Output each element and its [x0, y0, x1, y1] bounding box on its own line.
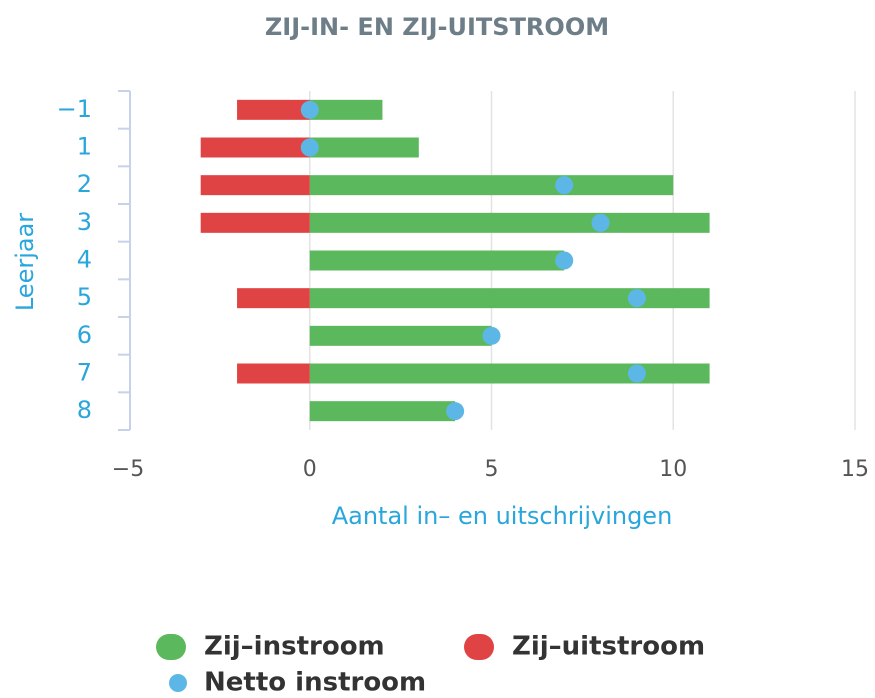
point: [627, 364, 646, 383]
point: [555, 251, 574, 270]
bar: [309, 137, 419, 158]
legend-marker: [169, 674, 187, 692]
point: [482, 326, 501, 345]
x-tick-label: 15: [841, 457, 869, 482]
bar: [237, 99, 310, 120]
x-tick-label: −5: [112, 457, 144, 482]
bar: [309, 363, 710, 384]
chart-title: ZIJ-IN- EN ZIJ-UITSTROOM: [265, 13, 609, 41]
bar: [309, 401, 456, 422]
y-tick-label: 2: [77, 170, 92, 198]
y-tick-label: 7: [77, 359, 92, 387]
y-tick-label: 8: [77, 396, 92, 424]
y-tick-label: 1: [77, 133, 92, 161]
bar: [309, 288, 710, 309]
x-tick-label: 5: [485, 457, 499, 482]
y-tick-label: 3: [77, 208, 92, 236]
y-tick-label: 4: [77, 246, 92, 274]
bar: [309, 175, 674, 196]
y-tick-label: 6: [77, 321, 92, 349]
bar: [237, 288, 310, 309]
x-tick-label: 10: [659, 457, 687, 482]
point: [446, 402, 465, 421]
y-tick-label: −1: [57, 95, 92, 123]
bar: [200, 175, 310, 196]
y-axis-label: Leerjaar: [11, 213, 39, 311]
bar: [309, 212, 710, 233]
bar: [309, 325, 492, 346]
legend-marker: [464, 634, 494, 660]
legend-label: Netto instroom: [204, 668, 426, 698]
bar: [237, 363, 310, 384]
legend-label: Zij–uitstroom: [512, 632, 705, 662]
bar: [200, 137, 310, 158]
x-axis-label: Aantal in– en uitschrijvingen: [332, 502, 673, 530]
point: [555, 176, 574, 195]
point: [627, 289, 646, 308]
point: [591, 213, 610, 232]
x-tick-label: 0: [303, 457, 317, 482]
legend-marker: [156, 634, 186, 660]
point: [300, 138, 319, 157]
legend-label: Zij–instroom: [204, 632, 385, 662]
y-tick-label: 5: [77, 283, 92, 311]
bar: [309, 250, 565, 271]
point: [300, 100, 319, 119]
bar: [200, 212, 310, 233]
bar: [309, 99, 383, 120]
